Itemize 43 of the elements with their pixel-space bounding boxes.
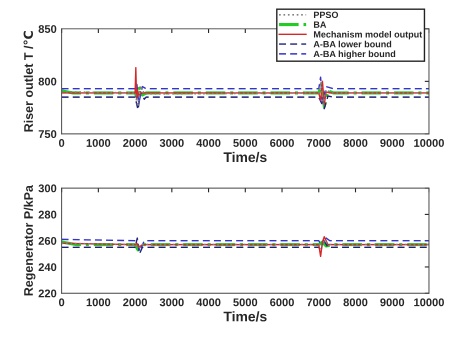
x-tick-label: 4000 [196, 298, 220, 306]
x-tick-label: 1000 [86, 298, 110, 306]
x-tick-label: 5000 [233, 139, 258, 147]
line-series [62, 76, 429, 104]
line-series [62, 91, 429, 110]
x-tick-label: 7000 [306, 298, 331, 306]
x-tick-label: 0 [58, 139, 64, 147]
y-tick-label: 800 [38, 78, 56, 86]
legend-label: A-BA lower bound [314, 40, 392, 48]
x-tick-label: 0 [58, 298, 64, 306]
legend-label: PPSO [314, 12, 338, 18]
x-tick-label: 7000 [306, 139, 331, 147]
y-tick-label: 280 [38, 210, 56, 219]
legend-label: BA [314, 22, 326, 28]
y-tick-label: 750 [38, 130, 56, 138]
legend-label: Mechanism model output [314, 30, 422, 40]
y-tick-label: 850 [38, 25, 56, 33]
x-tick-label: 4000 [196, 139, 220, 147]
x-tick-label: 10000 [414, 139, 444, 147]
x-tick-label: 5000 [233, 298, 258, 306]
x-tick-label: 10000 [414, 298, 444, 306]
y-tick-label: 240 [38, 263, 56, 272]
x-tick-label: 2000 [123, 139, 147, 147]
x-tick-label: 1000 [86, 139, 110, 147]
x-tick-label: 6000 [270, 139, 294, 147]
x-axis-title: Time/s [224, 152, 267, 162]
x-tick-label: 9000 [380, 139, 404, 147]
y-axis-title: Riser outlet T /℃ [23, 31, 34, 132]
x-tick-label: 8000 [343, 298, 368, 306]
y-tick-label: 220 [38, 290, 56, 298]
x-tick-label: 3000 [160, 139, 184, 147]
y-axis-title: Regenerator P/kPa [24, 185, 36, 296]
x-tick-label: 6000 [270, 298, 294, 306]
line-series [62, 236, 429, 252]
line-series [62, 67, 429, 106]
x-axis-title: Time/s [224, 311, 267, 322]
x-tick-label: 3000 [160, 298, 184, 306]
x-tick-label: 8000 [343, 139, 368, 147]
y-tick-label: 260 [38, 236, 56, 245]
x-tick-label: 9000 [380, 298, 404, 306]
legend-label: A-BA higher bound [314, 50, 396, 59]
y-tick-label: 300 [38, 184, 56, 192]
x-tick-label: 2000 [123, 298, 147, 306]
